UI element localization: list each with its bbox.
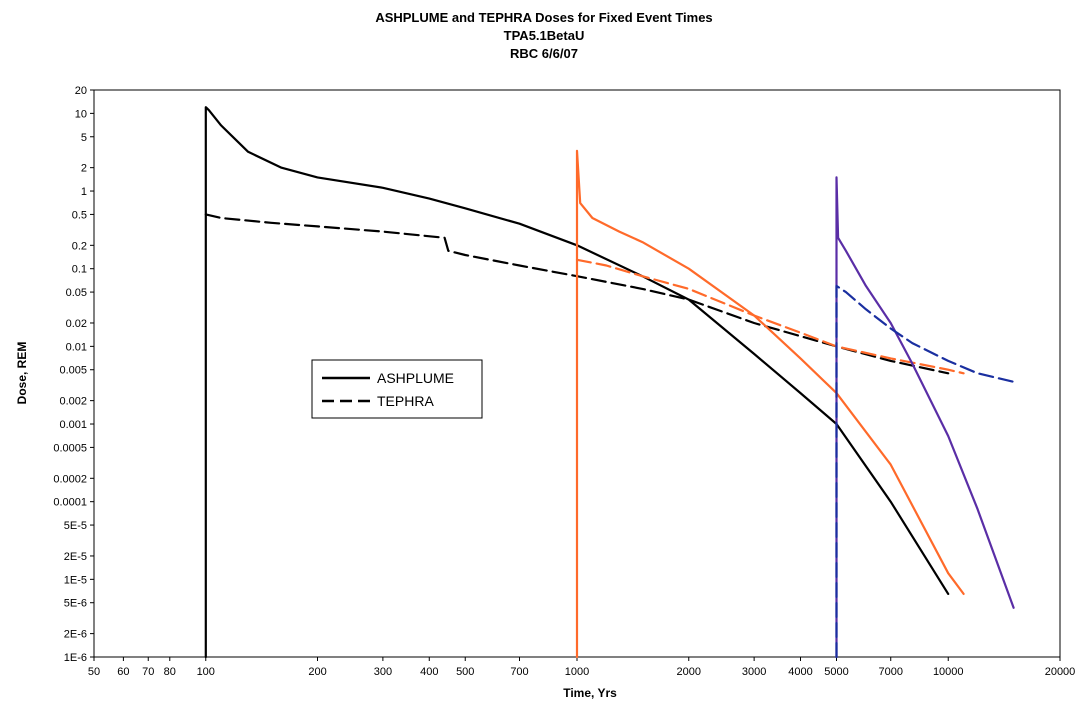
y-tick-label: 0.005 [59, 365, 87, 377]
series-event-5000-ashplume [835, 176, 1015, 659]
y-tick-label: 0.001 [59, 419, 87, 431]
y-tick-label: 2E-5 [64, 551, 87, 563]
y-tick-label: 2E-6 [64, 629, 87, 641]
y-tick-label: 0.2 [72, 240, 87, 252]
y-tick-label: 1E-6 [64, 652, 87, 664]
y-tick-label: 2 [81, 163, 87, 175]
series-event-100-tephra [204, 213, 950, 375]
y-tick-label: 0.01 [66, 341, 87, 353]
legend-label-tephra: TEPHRA [377, 393, 434, 409]
x-tick-label: 60 [117, 666, 129, 678]
x-tick-label: 200 [308, 666, 326, 678]
x-axis-label: Time, Yrs [563, 686, 617, 700]
y-tick-label: 1 [81, 186, 87, 198]
legend-box [311, 359, 483, 419]
legend: ASHPLUME TEPHRA [311, 359, 483, 419]
y-tick-label: 0.1 [72, 264, 87, 276]
y-tick-label: 0.002 [59, 396, 87, 408]
x-tick-label: 100 [197, 666, 215, 678]
y-tick-label: 20 [75, 85, 87, 97]
legend-label-ashplume: ASHPLUME [377, 370, 454, 386]
x-tick-label: 2000 [677, 666, 701, 678]
y-tick-label: 5E-6 [64, 598, 87, 610]
series-layer [204, 106, 1015, 659]
y-tick-label: 5E-5 [64, 520, 87, 532]
series-event-1000-tephra [575, 258, 965, 375]
x-tick-label: 70 [142, 666, 154, 678]
chart-subtitle: TPA5.1BetaU [504, 28, 585, 43]
x-tick-label: 500 [456, 666, 474, 678]
x-tick-label: 3000 [742, 666, 766, 678]
y-tick-label: 0.0002 [53, 473, 87, 485]
x-tick-label: 50 [88, 666, 100, 678]
y-tick-label: 0.05 [66, 287, 87, 299]
y-tick-label: 0.0001 [53, 497, 87, 509]
chart-author-date: RBC 6/6/07 [510, 46, 578, 61]
series-event-5000-tephra [835, 284, 1015, 659]
y-tick-label: 1E-5 [64, 574, 87, 586]
x-tick-label: 700 [510, 666, 528, 678]
x-tick-label: 5000 [824, 666, 848, 678]
y-axis-label: Dose, REM [15, 342, 29, 405]
y-tick-label: 0.0005 [53, 442, 87, 454]
x-tick-label: 300 [374, 666, 392, 678]
x-tick-label: 1000 [565, 666, 589, 678]
chart-title: ASHPLUME and TEPHRA Doses for Fixed Even… [375, 10, 712, 25]
y-tick-label: 5 [81, 132, 87, 144]
series-event-100-ashplume [204, 106, 950, 659]
x-tick-label: 20000 [1045, 666, 1076, 678]
y-tick-label: 0.02 [66, 318, 87, 330]
x-tick-label: 10000 [933, 666, 964, 678]
series-event-1000-ashplume [575, 149, 965, 659]
y-axis-ticks: 20 10 5 2 1 0.5 0.2 0.1 0.05 0.02 0.01 0.005 0.002 0.… [53, 85, 94, 664]
x-tick-label: 80 [164, 666, 176, 678]
x-tick-label: 7000 [878, 666, 902, 678]
x-tick-label: 400 [420, 666, 438, 678]
y-tick-label: 0.5 [72, 209, 87, 221]
x-axis-ticks: 50 60 70 80 100 200 300 400 500 700 1000 2000 3000 40… [88, 657, 1075, 678]
y-tick-label: 10 [75, 108, 87, 120]
x-tick-label: 4000 [788, 666, 812, 678]
